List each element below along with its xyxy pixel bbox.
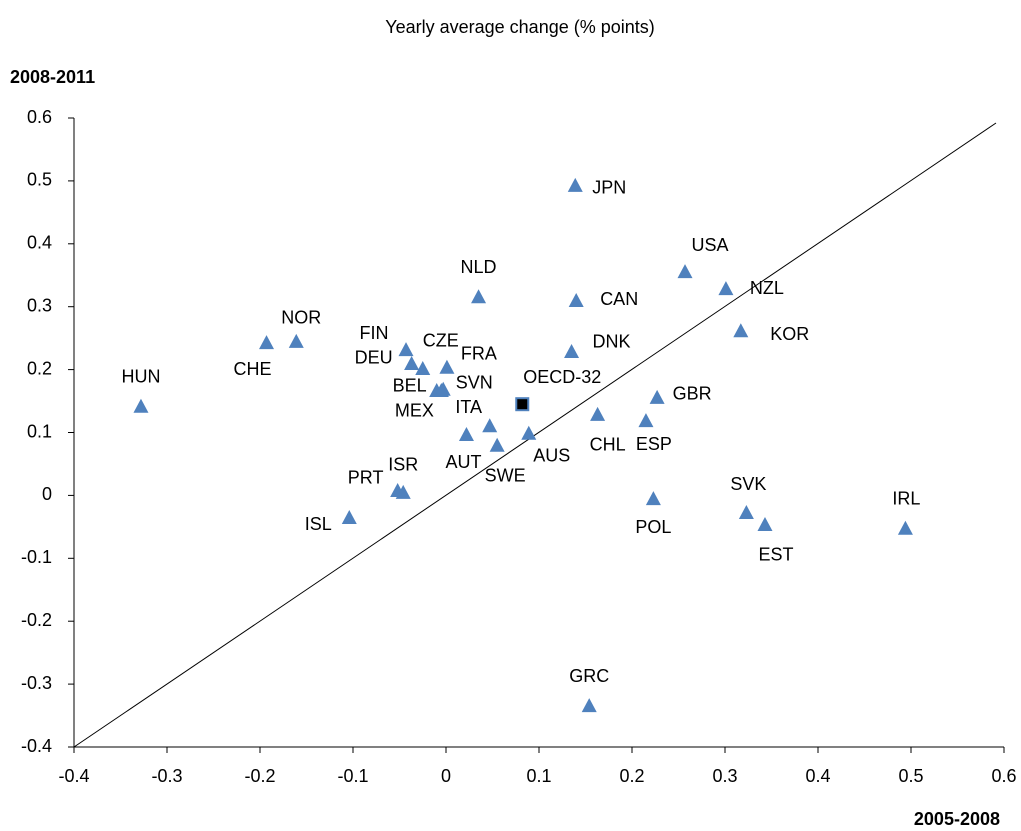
point-label: NZL: [750, 278, 784, 298]
point-triangle: [435, 381, 451, 396]
point-triangle: [133, 398, 149, 413]
point-triangle: [738, 505, 754, 520]
point-label: HUN: [121, 366, 160, 386]
x-tick-label: 0.6: [991, 766, 1016, 786]
point-triangle: [718, 281, 734, 296]
point-triangle: [564, 343, 580, 358]
y-tick-label: -0.1: [21, 547, 52, 567]
x-tick-label: -0.1: [337, 766, 368, 786]
point-label: AUS: [533, 446, 570, 466]
y-tick-label: -0.2: [21, 610, 52, 630]
point-triangle: [521, 425, 537, 440]
y-tick-label: -0.3: [21, 673, 52, 693]
point-triangle: [757, 516, 773, 531]
point-triangle: [398, 342, 414, 357]
x-tick-label: 0.2: [619, 766, 644, 786]
point-label: PRT: [348, 468, 384, 488]
point-label: OECD-32: [523, 367, 601, 387]
y-tick-label: -0.4: [21, 736, 52, 756]
point-label: MEX: [395, 401, 434, 421]
point-triangle: [649, 389, 665, 404]
point-label: USA: [692, 235, 729, 255]
point-triangle: [415, 360, 431, 375]
x-tick-label: 0.5: [898, 766, 923, 786]
chart-title: Yearly average change (% points): [385, 17, 655, 37]
point-triangle: [458, 427, 474, 442]
point-triangle: [404, 355, 420, 370]
point-label: CHE: [234, 359, 272, 379]
point-label: DNK: [593, 332, 631, 352]
point-triangle: [439, 359, 455, 374]
point-label: ISR: [388, 455, 418, 475]
point-label: CHL: [590, 435, 626, 455]
x-tick-label: 0.1: [526, 766, 551, 786]
y-tick-label: 0.3: [27, 295, 52, 315]
x-tick-label: 0: [441, 766, 451, 786]
reference-line: [73, 122, 997, 748]
y-tick-label: 0.2: [27, 358, 52, 378]
point-square: [515, 397, 530, 412]
point-label: JPN: [592, 178, 626, 198]
point-label: ISL: [305, 514, 332, 534]
point-triangle: [568, 293, 584, 308]
point-triangle: [259, 335, 275, 350]
point-label: CAN: [600, 289, 638, 309]
point-label: FIN: [360, 323, 389, 343]
x-tick-label: 0.4: [805, 766, 830, 786]
point-label: CZE: [423, 331, 459, 351]
point-triangle: [288, 333, 304, 348]
point-label: POL: [635, 517, 671, 537]
point-triangle: [645, 491, 661, 506]
point-triangle: [341, 510, 357, 525]
x-tick-label: -0.3: [151, 766, 182, 786]
x-tick-label: -0.2: [244, 766, 275, 786]
point-label: SVN: [456, 372, 493, 392]
point-triangle: [395, 484, 411, 499]
point-label: DEU: [355, 348, 393, 368]
point-triangle: [489, 437, 505, 452]
point-triangle: [471, 289, 487, 304]
point-label: BEL: [393, 376, 427, 396]
y-axis-title: 2008-2011: [10, 67, 95, 87]
point-triangle: [897, 520, 913, 535]
point-triangle: [590, 406, 606, 421]
point-label: GBR: [673, 384, 712, 404]
y-tick-label: 0.1: [27, 421, 52, 441]
point-triangle: [581, 698, 597, 713]
point-label: SWE: [485, 465, 526, 485]
point-triangle: [482, 418, 498, 433]
point-label: ESP: [636, 434, 672, 454]
y-tick-label: 0.5: [27, 170, 52, 190]
y-tick-label: 0: [42, 484, 52, 504]
point-label: GRC: [569, 666, 609, 686]
point-label: EST: [758, 545, 793, 565]
point-label: KOR: [770, 324, 809, 344]
point-triangle: [567, 177, 583, 192]
y-tick-label: 0.6: [27, 107, 52, 127]
point-triangle: [638, 413, 654, 428]
point-label: NOR: [281, 308, 321, 328]
point-triangle: [677, 264, 693, 279]
point-label: IRL: [892, 488, 920, 508]
point-triangle: [733, 323, 749, 338]
point-label: AUT: [445, 452, 481, 472]
x-axis-title: 2005-2008: [914, 809, 1000, 829]
x-tick-label: 0.3: [712, 766, 737, 786]
point-label: FRA: [461, 343, 497, 363]
point-label: NLD: [461, 257, 497, 277]
x-tick-label: -0.4: [58, 766, 89, 786]
point-label: SVK: [730, 474, 766, 494]
y-tick-label: 0.4: [27, 233, 52, 253]
point-label: ITA: [455, 397, 482, 417]
